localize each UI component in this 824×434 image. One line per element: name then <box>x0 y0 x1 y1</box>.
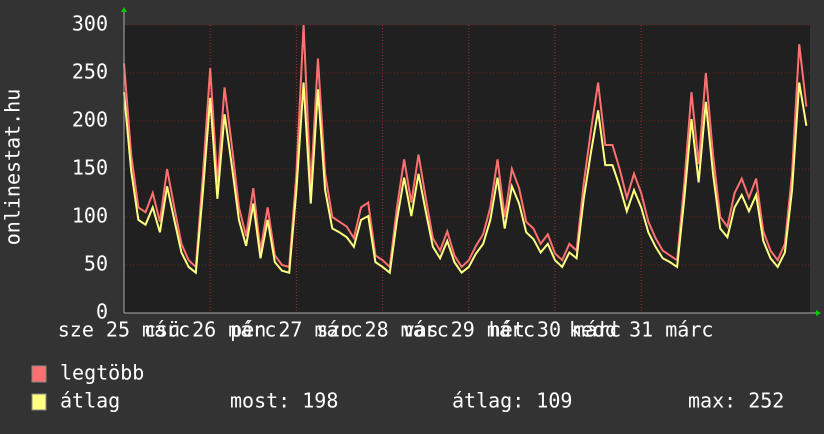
x-tick-label: vas 29 márc <box>403 318 535 342</box>
x-tick-label: kedd 31 márc <box>569 318 714 342</box>
y-axis-label: onlinestat.hu <box>1 89 25 246</box>
legend-label: legtöbb <box>60 361 144 385</box>
x-tick-label: csü 26 márc <box>144 318 276 342</box>
x-tick-label: hét 30 márc <box>489 318 621 342</box>
y-tick-label: 50 <box>84 252 108 276</box>
y-tick-label: 250 <box>72 60 108 84</box>
y-tick-label: 300 <box>72 12 108 36</box>
y-tick-label: 100 <box>72 204 108 228</box>
legend-label: átlag <box>60 389 120 413</box>
y-tick-label: 0 <box>96 300 108 324</box>
legend-swatch <box>31 393 47 411</box>
y-arrow <box>121 7 127 12</box>
legend-swatch <box>31 365 47 383</box>
y-tick-label: 200 <box>72 108 108 132</box>
series-line <box>123 24 808 270</box>
stat-label: átlag: 109 <box>452 389 572 413</box>
x-tick-label: pén 27 márc <box>230 318 362 342</box>
legend: legtöbb átlag most: 198 átlag: 109 max: 252 <box>31 361 784 413</box>
series-line <box>123 82 808 275</box>
lines <box>123 24 808 275</box>
x-arrow <box>816 310 821 316</box>
x-tick-label: szo 28 márc <box>316 318 448 342</box>
x-tick-label: sze 25 márc <box>58 318 190 342</box>
y-tick-label: 150 <box>72 156 108 180</box>
stat-label: most: 198 <box>230 389 338 413</box>
stat-label: max: 252 <box>688 389 784 413</box>
